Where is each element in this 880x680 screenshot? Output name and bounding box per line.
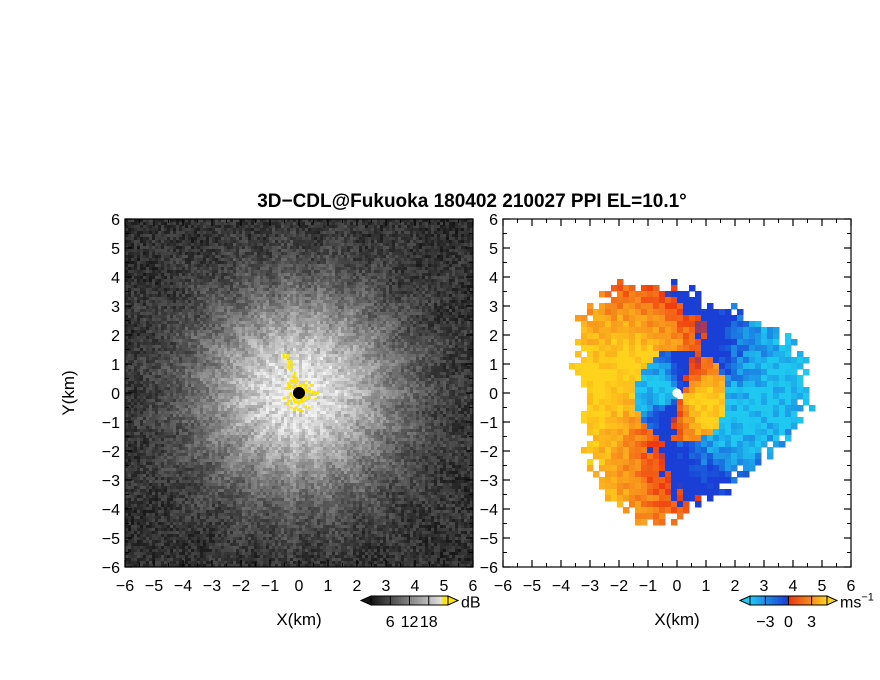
reflectivity-y-axis-label: Y(km) xyxy=(59,370,78,415)
y-tick-label: 5 xyxy=(111,241,120,258)
y-tick-label: 5 xyxy=(489,241,498,258)
y-tick-label: 1 xyxy=(111,357,120,374)
x-tick-label: −6 xyxy=(494,578,512,595)
x-tick-label: 4 xyxy=(411,578,420,595)
y-tick-label: 4 xyxy=(111,270,120,287)
velocity-colorbar: −3 0 3 ms−1 xyxy=(738,592,874,631)
x-tick-label: 5 xyxy=(818,578,827,595)
colorbar-unit: dB xyxy=(461,595,481,612)
x-tick-label: −4 xyxy=(552,578,570,595)
x-tick-label: −1 xyxy=(639,578,657,595)
y-tick-label: 1 xyxy=(489,357,498,374)
y-tick-label: −2 xyxy=(102,444,120,461)
colorbar-tick-label: 0 xyxy=(784,614,793,631)
colorbar-unit-exponent: −1 xyxy=(861,592,874,604)
x-tick-label: −6 xyxy=(116,578,134,595)
y-tick-label: −6 xyxy=(480,560,498,577)
y-tick-label: 6 xyxy=(489,212,498,229)
x-tick-label: 0 xyxy=(673,578,682,595)
x-tick-label: 0 xyxy=(295,578,304,595)
y-tick-label: −3 xyxy=(480,473,498,490)
colorbar-tick-label: 18 xyxy=(420,614,438,631)
y-tick-label: −4 xyxy=(102,502,120,519)
x-tick-label: 5 xyxy=(440,578,449,595)
x-tick-label: 6 xyxy=(469,578,478,595)
reflectivity-axes: −6 −5 −4 −3 −2 −1 0 1 2 3 4 5 6 6 5 4 3 2 1 0 −1 −2 −3 −4 −5 −6 xyxy=(102,212,478,595)
x-tick-label: 6 xyxy=(847,578,856,595)
y-tick-label: −5 xyxy=(480,531,498,548)
y-tick-label: 2 xyxy=(111,328,120,345)
y-tick-label: −2 xyxy=(480,444,498,461)
x-tick-label: 4 xyxy=(789,578,798,595)
y-tick-label: 2 xyxy=(489,328,498,345)
x-tick-label: −2 xyxy=(232,578,250,595)
colorbar-tick-label: 12 xyxy=(401,614,419,631)
y-tick-label: −1 xyxy=(102,415,120,432)
x-tick-label: −3 xyxy=(581,578,599,595)
x-tick-label: −2 xyxy=(610,578,628,595)
velocity-heatmap xyxy=(569,279,816,526)
y-tick-label: −3 xyxy=(102,473,120,490)
x-tick-label: 1 xyxy=(324,578,333,595)
colorbar-tick-label: 3 xyxy=(807,614,816,631)
reflectivity-heatmap xyxy=(125,219,474,568)
velocity-panel: −6 −5 −4 −3 −2 −1 0 1 2 3 4 5 6 6 5 4 3 2 1 0 −1 −2 −3 −4 −5 −6 X… xyxy=(480,212,874,631)
y-tick-label: 3 xyxy=(489,299,498,316)
x-tick-label: 3 xyxy=(382,578,391,595)
x-tick-label: −1 xyxy=(261,578,279,595)
x-tick-label: 2 xyxy=(731,578,740,595)
y-tick-label: 3 xyxy=(111,299,120,316)
x-tick-label: 2 xyxy=(353,578,362,595)
colorbar-tick-label: 6 xyxy=(386,614,395,631)
figure-title: 3D−CDL@Fukuoka 180402 210027 PPI EL=10.1… xyxy=(257,191,687,212)
y-tick-label: 0 xyxy=(489,386,498,403)
y-tick-label: 4 xyxy=(489,270,498,287)
reflectivity-colorbar: 6 12 18 dB xyxy=(359,595,481,631)
colorbar-tick-label: −3 xyxy=(756,614,774,631)
x-tick-label: −3 xyxy=(203,578,221,595)
y-tick-label: −1 xyxy=(480,415,498,432)
reflectivity-x-axis-label: X(km) xyxy=(276,610,321,629)
y-tick-label: −5 xyxy=(102,531,120,548)
x-tick-label: 3 xyxy=(760,578,769,595)
velocity-axes: −6 −5 −4 −3 −2 −1 0 1 2 3 4 5 6 6 5 4 3 2 1 0 −1 −2 −3 −4 −5 −6 xyxy=(480,212,856,595)
y-tick-label: 0 xyxy=(111,386,120,403)
x-tick-label: −4 xyxy=(174,578,192,595)
x-tick-label: 1 xyxy=(702,578,711,595)
velocity-x-axis-label: X(km) xyxy=(654,610,699,629)
x-tick-label: −5 xyxy=(523,578,541,595)
y-tick-label: −4 xyxy=(480,502,498,519)
y-tick-label: 6 xyxy=(111,212,120,229)
y-tick-label: −6 xyxy=(102,560,120,577)
x-tick-label: −5 xyxy=(145,578,163,595)
colorbar-unit: ms−1 xyxy=(840,592,874,612)
